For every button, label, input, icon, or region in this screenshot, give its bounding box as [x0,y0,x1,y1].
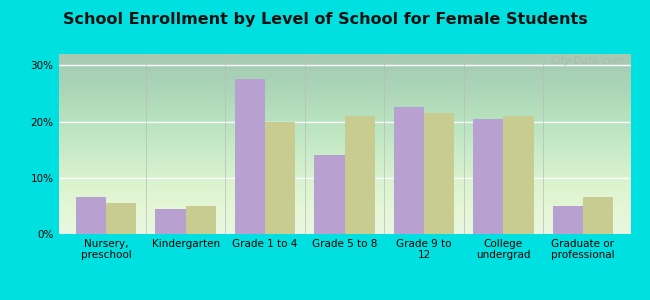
Bar [265,122,295,234]
Bar [503,116,534,234]
Bar [344,116,374,234]
Bar [106,203,136,234]
Text: City-Data.com: City-Data.com [551,56,625,66]
Bar [76,197,106,234]
Bar [583,197,613,234]
Bar [235,79,265,234]
Bar [473,119,503,234]
Bar [552,206,583,234]
Bar [394,107,424,234]
Bar [424,113,454,234]
Bar [155,209,186,234]
Bar [186,206,216,234]
Text: School Enrollment by Level of School for Female Students: School Enrollment by Level of School for… [62,12,588,27]
Bar [315,155,344,234]
